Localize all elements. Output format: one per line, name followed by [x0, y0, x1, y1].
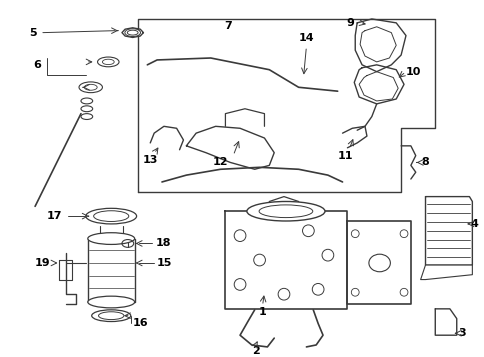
- Text: 12: 12: [212, 157, 228, 167]
- Text: 14: 14: [298, 34, 314, 44]
- Ellipse shape: [97, 57, 119, 67]
- Text: 7: 7: [224, 21, 232, 31]
- Text: 10: 10: [405, 67, 421, 77]
- Ellipse shape: [246, 201, 324, 221]
- Text: 1: 1: [258, 307, 266, 317]
- Text: 4: 4: [469, 219, 477, 229]
- Ellipse shape: [124, 29, 140, 36]
- Text: 19: 19: [35, 258, 51, 268]
- Ellipse shape: [88, 296, 135, 308]
- Ellipse shape: [79, 82, 102, 93]
- Text: 3: 3: [458, 328, 466, 338]
- Text: 16: 16: [133, 318, 148, 328]
- Text: 11: 11: [337, 151, 352, 161]
- Ellipse shape: [91, 310, 131, 322]
- Text: 2: 2: [251, 346, 259, 356]
- Text: 18: 18: [156, 238, 171, 248]
- Text: 5: 5: [29, 27, 37, 37]
- Text: 15: 15: [156, 258, 171, 268]
- Text: 8: 8: [421, 157, 428, 167]
- Text: 9: 9: [346, 18, 353, 28]
- Text: 17: 17: [47, 211, 62, 221]
- Ellipse shape: [86, 208, 136, 224]
- Text: 6: 6: [33, 60, 41, 70]
- Text: 13: 13: [142, 155, 158, 165]
- Ellipse shape: [88, 233, 135, 245]
